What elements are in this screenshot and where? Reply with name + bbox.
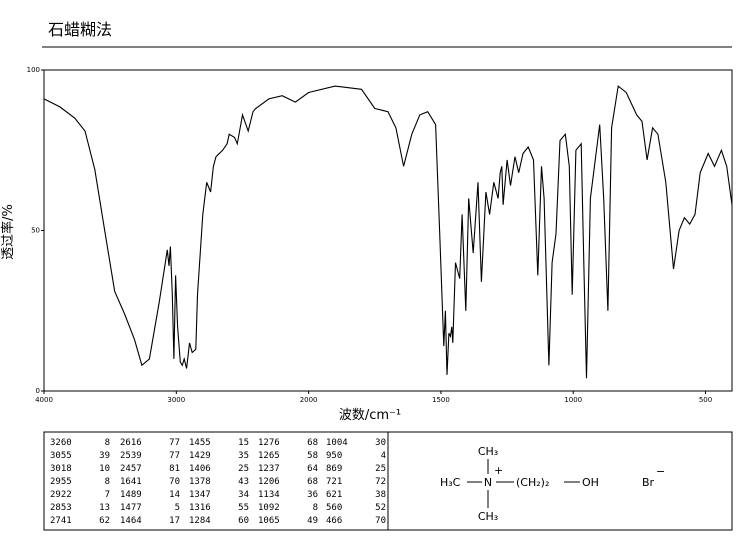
title: 石蜡糊法 xyxy=(48,20,112,39)
peak-transmittance: 72 xyxy=(375,477,386,487)
peak-transmittance: 14 xyxy=(169,490,180,500)
peak-wavenumber: 1237 xyxy=(258,464,280,474)
plot-frame xyxy=(43,69,733,392)
peak-transmittance: 70 xyxy=(375,516,386,526)
peak-transmittance: 15 xyxy=(238,438,249,448)
peak-transmittance: 36 xyxy=(307,490,318,500)
peak-transmittance: 4 xyxy=(381,451,386,461)
peak-wavenumber: 1347 xyxy=(189,490,211,500)
peak-transmittance: 13 xyxy=(99,503,110,513)
peak-transmittance: 68 xyxy=(307,477,318,487)
peak-wavenumber: 1378 xyxy=(189,477,211,487)
structure-anion: Br xyxy=(642,476,655,489)
peak-wavenumber: 2853 xyxy=(50,503,72,513)
y-axis-label: 透过率/% xyxy=(0,204,16,260)
x-tick-label: 500 xyxy=(699,396,712,404)
peak-wavenumber: 721 xyxy=(326,477,342,487)
x-tick-label: 1000 xyxy=(564,396,582,404)
peak-transmittance: 34 xyxy=(238,490,249,500)
peak-transmittance: 8 xyxy=(313,503,318,513)
x-tick-label: 4000 xyxy=(35,396,53,404)
peak-wavenumber: 1065 xyxy=(258,516,280,526)
peak-wavenumber: 1004 xyxy=(326,438,348,448)
peak-wavenumber: 1284 xyxy=(189,516,211,526)
peak-wavenumber: 2741 xyxy=(50,516,72,526)
peak-transmittance: 77 xyxy=(169,438,180,448)
structure-charge: + xyxy=(494,464,503,477)
peak-wavenumber: 621 xyxy=(326,490,342,500)
peak-transmittance: 64 xyxy=(307,464,318,474)
peak-wavenumber: 1406 xyxy=(189,464,211,474)
structure-bottom: CH₃ xyxy=(478,510,498,523)
peak-wavenumber: 1092 xyxy=(258,503,280,513)
peak-wavenumber: 560 xyxy=(326,503,342,513)
peak-transmittance: 17 xyxy=(169,516,180,526)
peak-wavenumber: 869 xyxy=(326,464,342,474)
y-tick-label: 100 xyxy=(27,66,40,74)
x-tick-label: 1500 xyxy=(432,396,450,404)
peak-transmittance: 10 xyxy=(99,464,110,474)
peak-wavenumber: 1641 xyxy=(120,477,142,487)
peak-transmittance: 49 xyxy=(307,516,318,526)
peak-transmittance: 55 xyxy=(238,503,249,513)
peak-wavenumber: 1429 xyxy=(189,451,211,461)
peak-transmittance: 25 xyxy=(238,464,249,474)
peak-transmittance: 52 xyxy=(375,503,386,513)
peak-wavenumber: 1265 xyxy=(258,451,280,461)
x-tick-label: 2000 xyxy=(300,396,318,404)
peak-wavenumber: 950 xyxy=(326,451,342,461)
peak-transmittance: 8 xyxy=(105,438,110,448)
peak-wavenumber: 2457 xyxy=(120,464,142,474)
peak-wavenumber: 466 xyxy=(326,516,342,526)
peak-wavenumber: 1276 xyxy=(258,438,280,448)
x-tick-label: 3000 xyxy=(167,396,185,404)
structure-n: N xyxy=(484,476,492,489)
peak-transmittance: 7 xyxy=(105,490,110,500)
peak-wavenumber: 1206 xyxy=(258,477,280,487)
peak-transmittance: 5 xyxy=(175,503,180,513)
peak-wavenumber: 3055 xyxy=(50,451,72,461)
x-axis-label: 波数/cm⁻¹ xyxy=(339,408,401,423)
peak-wavenumber: 1316 xyxy=(189,503,211,513)
structure-oh: OH xyxy=(582,476,599,489)
peak-transmittance: 60 xyxy=(238,516,249,526)
peak-transmittance: 81 xyxy=(169,464,180,474)
y-tick-label: 0 xyxy=(36,387,40,395)
peak-transmittance: 30 xyxy=(375,438,386,448)
peak-wavenumber: 1477 xyxy=(120,503,142,513)
structure-anion-charge: − xyxy=(656,465,665,478)
peak-wavenumber: 2955 xyxy=(50,477,72,487)
peak-wavenumber: 3260 xyxy=(50,438,72,448)
peak-wavenumber: 2616 xyxy=(120,438,142,448)
peak-wavenumber: 3018 xyxy=(50,464,72,474)
peak-transmittance: 62 xyxy=(99,516,110,526)
peak-transmittance: 25 xyxy=(375,464,386,474)
spectrum-line xyxy=(43,85,733,379)
peak-transmittance: 68 xyxy=(307,438,318,448)
peak-wavenumber: 1464 xyxy=(120,516,142,526)
peak-wavenumber: 1489 xyxy=(120,490,142,500)
peak-wavenumber: 2539 xyxy=(120,451,142,461)
peak-transmittance: 58 xyxy=(307,451,318,461)
peak-transmittance: 35 xyxy=(238,451,249,461)
y-tick-label: 50 xyxy=(31,227,40,235)
structure-top: CH₃ xyxy=(478,445,498,458)
peak-transmittance: 8 xyxy=(105,477,110,487)
peak-transmittance: 39 xyxy=(99,451,110,461)
peak-wavenumber: 2922 xyxy=(50,490,72,500)
peak-transmittance: 70 xyxy=(169,477,180,487)
structure-chain: (CH₂)₂ xyxy=(516,476,549,489)
peak-wavenumber: 1134 xyxy=(258,490,280,500)
peak-wavenumber: 1455 xyxy=(189,438,211,448)
peak-transmittance: 77 xyxy=(169,451,180,461)
peak-transmittance: 43 xyxy=(238,477,249,487)
structure: CH₃ H₃C N + (CH₂)₂ OH CH₃ Br − xyxy=(440,445,665,523)
peak-transmittance: 38 xyxy=(375,490,386,500)
structure-left: H₃C xyxy=(440,476,461,489)
